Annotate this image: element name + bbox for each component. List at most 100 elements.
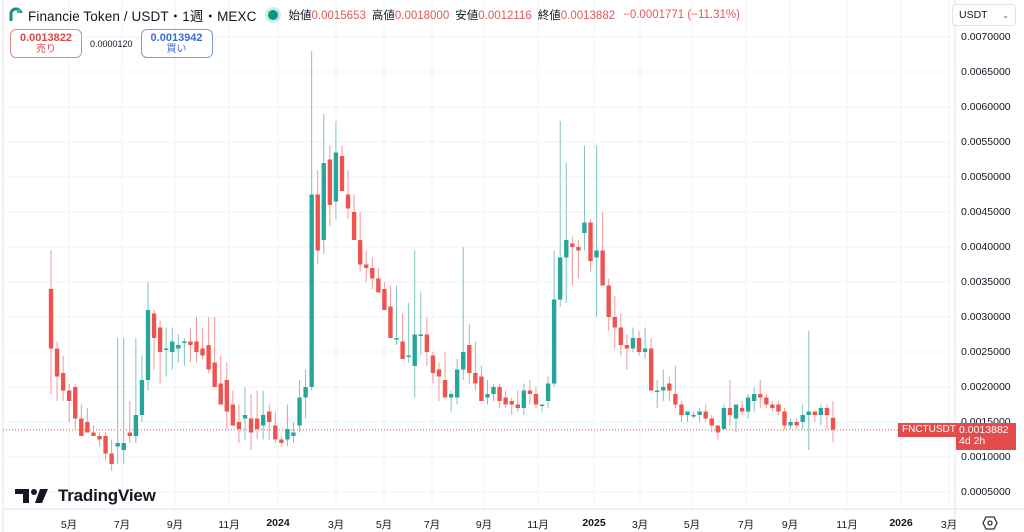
candle[interactable] [521,390,527,409]
candle[interactable] [551,299,557,384]
candle[interactable] [321,163,326,240]
candle[interactable] [212,362,217,388]
candle[interactable] [618,327,624,346]
candle[interactable] [752,394,757,401]
candle[interactable] [648,348,654,391]
candle[interactable] [297,397,302,426]
candle[interactable] [430,355,436,374]
candle[interactable] [97,436,102,440]
candle[interactable] [824,408,830,415]
candle[interactable] [473,373,478,384]
candle[interactable] [570,243,575,248]
candle[interactable] [697,411,702,416]
candle[interactable] [727,408,733,415]
candle[interactable] [661,387,666,391]
candle[interactable] [406,355,411,358]
candle[interactable] [121,443,126,450]
candle[interactable] [442,380,448,398]
candle[interactable] [242,415,248,419]
candle[interactable] [503,397,508,405]
candle[interactable] [558,257,563,300]
sell-button[interactable]: 0.0013822 売り [10,29,82,58]
candle[interactable] [285,429,290,440]
candle[interactable] [139,380,145,415]
candle[interactable] [582,222,587,234]
candle[interactable] [85,422,90,433]
candle[interactable] [770,404,775,409]
candle[interactable] [194,341,199,353]
candle[interactable] [327,159,333,206]
candle[interactable] [351,212,357,240]
candle[interactable] [448,394,454,398]
candle[interactable] [303,387,308,398]
candle[interactable] [709,418,714,426]
candle[interactable] [491,387,496,394]
candle[interactable] [691,415,696,417]
candle[interactable] [515,404,520,409]
candle[interactable] [412,334,417,367]
candle[interactable] [564,240,569,258]
candle[interactable] [339,156,345,191]
candle[interactable] [545,383,551,402]
candle[interactable] [388,306,393,339]
candle[interactable] [527,390,533,395]
candle[interactable] [267,411,272,423]
candle[interactable] [436,369,442,377]
axis-settings-button[interactable] [982,516,998,530]
candle[interactable] [157,327,163,353]
market-status-icon[interactable] [268,10,279,20]
candle[interactable] [703,411,708,419]
candle[interactable] [370,268,375,279]
candle[interactable] [279,439,284,444]
candle[interactable] [424,334,430,353]
candle[interactable] [176,345,181,349]
candle[interactable] [109,453,114,465]
candle[interactable] [182,341,187,344]
candle[interactable] [345,194,351,209]
candle[interactable] [133,415,139,436]
candle[interactable] [115,443,120,447]
candle[interactable] [230,404,236,426]
candle[interactable] [467,345,472,373]
candle[interactable] [764,397,769,405]
candle[interactable] [594,250,599,258]
candle[interactable] [67,390,72,402]
candle[interactable] [588,222,593,262]
candle[interactable] [624,345,630,349]
candle[interactable] [224,380,229,412]
candle[interactable] [127,432,132,437]
candle[interactable] [291,432,296,437]
candle[interactable] [782,411,787,426]
candle[interactable] [679,404,684,416]
buy-button[interactable]: 0.0013942 買い [140,29,213,58]
candle[interactable] [776,404,781,412]
candle[interactable] [794,422,799,426]
candle[interactable] [612,317,617,328]
candle[interactable] [454,369,460,398]
candle[interactable] [721,408,727,429]
candle[interactable] [788,422,793,426]
candle[interactable] [497,387,502,401]
candle[interactable] [364,264,369,269]
candle[interactable] [485,394,490,398]
candle[interactable] [260,415,266,426]
tradingview-logo[interactable]: TradingView [15,486,156,506]
candle[interactable] [806,411,811,416]
candle[interactable] [685,411,690,416]
candle[interactable] [400,341,405,360]
candle[interactable] [606,285,611,318]
candle[interactable] [357,240,363,265]
candle[interactable] [79,418,84,437]
candle[interactable] [54,348,60,377]
candle[interactable] [188,341,193,346]
candle[interactable] [418,334,423,337]
candle[interactable] [382,289,387,310]
candle[interactable] [745,397,751,412]
candle[interactable] [309,194,314,388]
candle[interactable] [642,348,648,353]
candle[interactable] [576,247,581,251]
candle[interactable] [733,404,739,419]
candle[interactable] [394,338,399,340]
candle[interactable] [315,194,320,251]
